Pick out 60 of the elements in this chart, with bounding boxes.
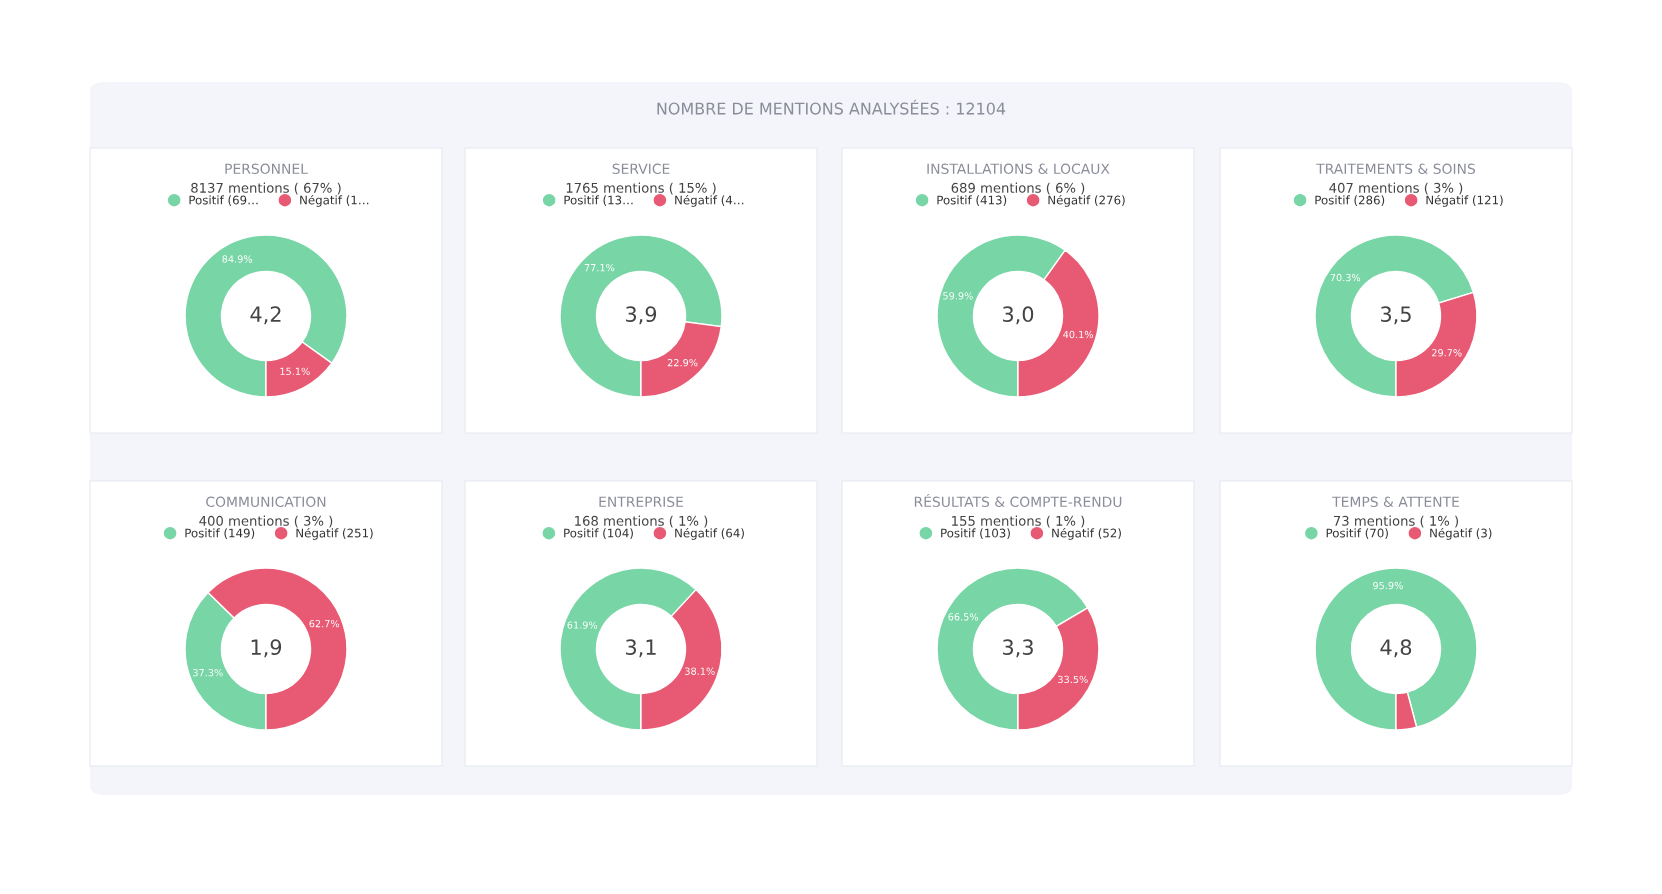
legend-label: Négatif (121) bbox=[1426, 194, 1503, 207]
data-label: 70.3% bbox=[1330, 273, 1361, 282]
data-label: 77.1% bbox=[584, 263, 615, 272]
data-label: 66.5% bbox=[948, 613, 979, 621]
data-label: 38.1% bbox=[685, 667, 715, 675]
text: 3,0 bbox=[1003, 306, 1034, 325]
chart-title: ENTREPRISE bbox=[599, 496, 683, 508]
chart-title: PERSONNEL bbox=[225, 163, 308, 175]
chart-subtitle: 8137 mentions ( 67% ) bbox=[191, 182, 341, 195]
legend-label: Positif (286) bbox=[1315, 195, 1385, 206]
chart-title: COMMUNICATION bbox=[206, 496, 326, 508]
text: 4,2 bbox=[250, 306, 281, 325]
legend-label: Positif (13… bbox=[564, 195, 633, 206]
legend-label: Positif (70) bbox=[1326, 528, 1388, 539]
donut-slice bbox=[184, 234, 348, 398]
chart-title: TEMPS & ATTENTE bbox=[1332, 496, 1459, 508]
chart-subtitle: 168 mentions ( 1% ) bbox=[575, 515, 708, 528]
data-label: 37.3% bbox=[193, 669, 223, 677]
text: NOMBRE DE MENTIONS ANALYSÉES : 12104 bbox=[657, 99, 1006, 115]
data-label: 33.5% bbox=[1058, 675, 1088, 684]
legend-label: Négatif (1… bbox=[300, 194, 369, 207]
legend-label: Positif (104) bbox=[564, 528, 633, 539]
data-label: 84.9% bbox=[222, 255, 253, 263]
chart-subtitle: 689 mentions ( 6% ) bbox=[951, 182, 1085, 195]
text: 3,5 bbox=[1381, 306, 1411, 325]
legend-label: Positif (103) bbox=[941, 528, 1010, 539]
legend-label: Positif (149) bbox=[185, 528, 255, 539]
data-label: 62.7% bbox=[309, 619, 340, 628]
chart-subtitle: 73 mentions ( 1% ) bbox=[1333, 515, 1459, 528]
chart-subtitle: 407 mentions ( 3% ) bbox=[1329, 182, 1463, 195]
donut-slice bbox=[559, 234, 723, 398]
data-label: 59.9% bbox=[943, 292, 973, 300]
chart-title: SERVICE bbox=[612, 163, 670, 175]
text: 1,9 bbox=[251, 639, 282, 658]
legend-label: Négatif (4… bbox=[675, 194, 744, 207]
donut-slice bbox=[1314, 234, 1475, 398]
data-label: 29.7% bbox=[1432, 349, 1462, 357]
data-label: 22.9% bbox=[667, 358, 698, 367]
legend-label: Négatif (251) bbox=[296, 527, 373, 540]
data-label: 61.9% bbox=[567, 621, 598, 629]
chart-title: TRAITEMENTS & SOINS bbox=[1316, 163, 1476, 175]
legend-label: Négatif (64) bbox=[675, 527, 744, 540]
legend-label: Négatif (276) bbox=[1048, 194, 1125, 207]
chart-subtitle: 155 mentions ( 1% ) bbox=[952, 515, 1085, 528]
text: 3,1 bbox=[626, 639, 656, 658]
data-label: 15.1% bbox=[280, 367, 310, 375]
text: 3,3 bbox=[1003, 639, 1033, 658]
legend-label: Positif (413) bbox=[937, 195, 1007, 206]
text: 3,9 bbox=[626, 306, 657, 325]
legend-label: Négatif (52) bbox=[1052, 527, 1121, 540]
legend-label: Positif (69… bbox=[189, 195, 258, 206]
data-label: 95.9% bbox=[1373, 581, 1403, 590]
data-label: 40.1% bbox=[1063, 330, 1094, 339]
chart-subtitle: 400 mentions ( 3% ) bbox=[199, 515, 333, 528]
legend-label: Négatif (3) bbox=[1430, 527, 1492, 540]
chart-title: RÉSULTATS & COMPTE-RENDU bbox=[914, 493, 1122, 508]
chart-title: INSTALLATIONS & LOCAUX bbox=[927, 163, 1110, 175]
chart-subtitle: 1765 mentions ( 15% ) bbox=[566, 182, 716, 195]
donut-slice bbox=[1314, 567, 1478, 731]
text: 4,8 bbox=[1380, 639, 1412, 658]
